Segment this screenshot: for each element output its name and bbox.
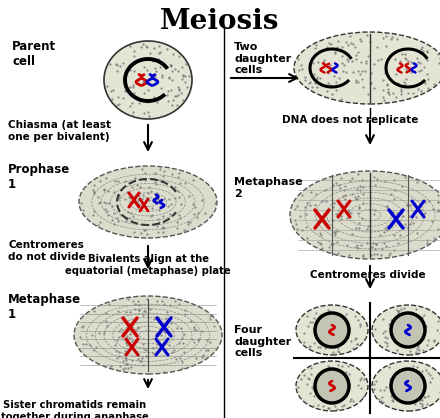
Text: Metaphase
1: Metaphase 1 — [8, 293, 81, 321]
Text: Centromeres divide: Centromeres divide — [310, 270, 426, 280]
Text: Bivalents align at the
equatorial (metaphase) plate: Bivalents align at the equatorial (metap… — [65, 254, 231, 275]
Ellipse shape — [104, 41, 192, 119]
Ellipse shape — [74, 296, 222, 374]
Text: Four
daughter
cells: Four daughter cells — [234, 325, 291, 358]
Circle shape — [391, 369, 425, 403]
Text: Sister chromatids remain
together during anaphase: Sister chromatids remain together during… — [1, 400, 149, 418]
Ellipse shape — [290, 171, 440, 259]
Circle shape — [315, 369, 349, 403]
Ellipse shape — [294, 32, 440, 104]
Text: Prophase
1: Prophase 1 — [8, 163, 70, 191]
Text: Chiasma (at least
one per bivalent): Chiasma (at least one per bivalent) — [8, 120, 111, 142]
Ellipse shape — [372, 361, 440, 411]
Ellipse shape — [79, 166, 217, 238]
Ellipse shape — [372, 305, 440, 355]
Text: Two
daughter
cells: Two daughter cells — [234, 42, 291, 75]
Text: Meiosis: Meiosis — [160, 8, 280, 35]
Text: Centromeres
do not divide: Centromeres do not divide — [8, 240, 86, 262]
Circle shape — [315, 313, 349, 347]
Text: DNA does not replicate: DNA does not replicate — [282, 115, 418, 125]
Circle shape — [391, 313, 425, 347]
Text: Metaphase
2: Metaphase 2 — [234, 177, 303, 199]
Ellipse shape — [296, 305, 368, 355]
Ellipse shape — [296, 361, 368, 411]
Text: Parent
cell: Parent cell — [12, 40, 56, 68]
